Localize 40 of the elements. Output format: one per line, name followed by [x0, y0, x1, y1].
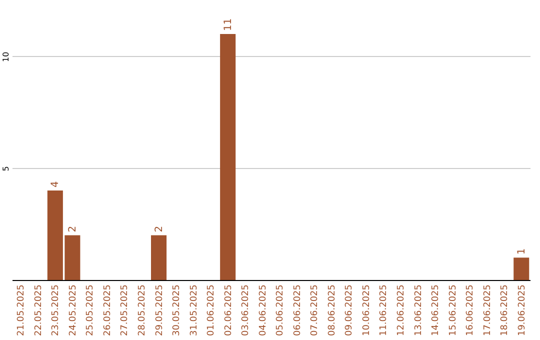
x-tick-label: 01.06.2025: [206, 284, 217, 336]
bar: [514, 258, 530, 280]
x-tick-label: 22.05.2025: [34, 284, 44, 336]
data-label: 2: [154, 226, 165, 232]
x-tick-label: 14.06.2025: [431, 284, 442, 336]
x-tick-label: 16.06.2025: [466, 284, 476, 336]
x-tick-label: 29.05.2025: [154, 284, 165, 336]
x-tick-label: 19.06.2025: [517, 284, 528, 336]
x-tick-label: 21.05.2025: [16, 284, 27, 336]
bar: [220, 34, 236, 280]
x-tick-label: 26.05.2025: [102, 284, 113, 336]
x-tick-label: 02.06.2025: [224, 284, 234, 336]
x-tick-label: 23.05.2025: [51, 284, 62, 336]
bar: [150, 235, 167, 280]
x-tick-label: 10.06.2025: [362, 284, 372, 336]
x-tick-label: 12.06.2025: [396, 284, 406, 336]
x-tick-label: 06.06.2025: [292, 284, 303, 336]
x-tick-label: 30.05.2025: [172, 284, 182, 336]
data-label: 2: [67, 226, 78, 232]
data-label: 4: [50, 181, 62, 188]
x-tick-label: 05.06.2025: [276, 284, 286, 336]
x-tick-label: 17.06.2025: [482, 284, 493, 336]
x-tick-label: 25.05.2025: [86, 284, 96, 336]
x-tick-label: 13.06.2025: [414, 284, 424, 336]
x-tick-label: 11.06.2025: [379, 284, 390, 336]
x-tick-label: 27.05.2025: [120, 284, 130, 336]
y-tick-label: 10: [2, 52, 10, 62]
x-tick-label: 08.06.2025: [327, 284, 338, 336]
x-tick-label: 04.06.2025: [258, 284, 268, 336]
x-tick-label: 31.05.2025: [189, 284, 200, 336]
data-label: 1: [516, 248, 528, 255]
x-tick-label: 03.06.2025: [241, 284, 252, 336]
x-tick-label: 18.06.2025: [500, 284, 510, 336]
x-tick-label: 09.06.2025: [344, 284, 355, 336]
x-tick-label: 07.06.2025: [310, 284, 320, 336]
x-tick-label: 28.05.2025: [138, 284, 148, 336]
data-label: 11: [222, 18, 234, 31]
y-tick-label: 5: [2, 166, 10, 172]
x-tick-label: 24.05.2025: [68, 284, 78, 336]
x-tick-label: 15.06.2025: [448, 284, 458, 336]
